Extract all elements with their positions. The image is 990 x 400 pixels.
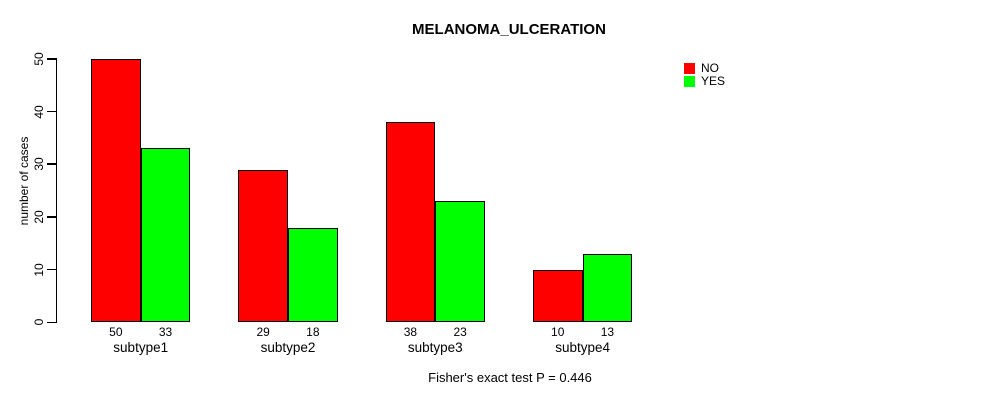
y-axis-line: [55, 58, 57, 324]
bar-value-label: 13: [600, 325, 615, 339]
legend-item-no: NO: [684, 62, 725, 74]
category-label-subtype2: subtype2: [260, 339, 316, 355]
bar-no-subtype2: [238, 169, 288, 323]
y-axis-tick-label: 40: [32, 104, 46, 119]
y-axis-tick-label: 50: [32, 52, 46, 66]
bar-value-label: 38: [403, 325, 418, 339]
y-axis-tick-label: 0: [32, 319, 46, 326]
y-axis-title: number of cases: [17, 136, 31, 226]
bar-yes-subtype2: [288, 227, 338, 323]
legend-label: NO: [701, 61, 719, 75]
category-label-subtype1: subtype1: [113, 339, 169, 355]
y-axis-tick: [47, 110, 57, 113]
y-axis-tick: [47, 321, 57, 324]
legend-item-yes: YES: [684, 75, 725, 87]
y-axis-tick: [47, 216, 57, 218]
y-axis-tick: [47, 268, 57, 271]
bar-value-label: 33: [158, 325, 173, 339]
y-axis-tick: [47, 163, 57, 165]
y-axis-tick-label: 30: [32, 157, 46, 171]
bar-yes-subtype3: [435, 201, 485, 323]
legend-swatch-no: [684, 62, 695, 74]
bar-no-subtype1: [91, 58, 141, 323]
bar-no-subtype4: [532, 269, 583, 323]
footnote-fishers-test: Fisher's exact test P = 0.446: [428, 370, 592, 385]
chart-title: MELANOMA_ULCERATION: [412, 21, 606, 38]
bar-value-label: 50: [109, 325, 123, 339]
category-label-subtype4: subtype4: [555, 339, 610, 355]
bar-value-label: 10: [551, 325, 565, 339]
y-axis-tick-label: 20: [32, 210, 46, 224]
y-axis-tick-label: 10: [32, 262, 46, 277]
bar-value-label: 29: [256, 325, 270, 339]
y-axis-tick: [47, 58, 57, 60]
bar-no-subtype3: [385, 122, 436, 323]
legend-swatch-yes: [684, 75, 695, 87]
legend-label: YES: [701, 74, 726, 88]
bar-yes-subtype1: [140, 148, 191, 323]
legend: NO YES: [684, 62, 725, 88]
bar-yes-subtype4: [582, 253, 633, 323]
category-label-subtype3: subtype3: [407, 339, 463, 355]
bar-value-label: 23: [453, 325, 467, 339]
bar-value-label: 18: [306, 325, 320, 339]
